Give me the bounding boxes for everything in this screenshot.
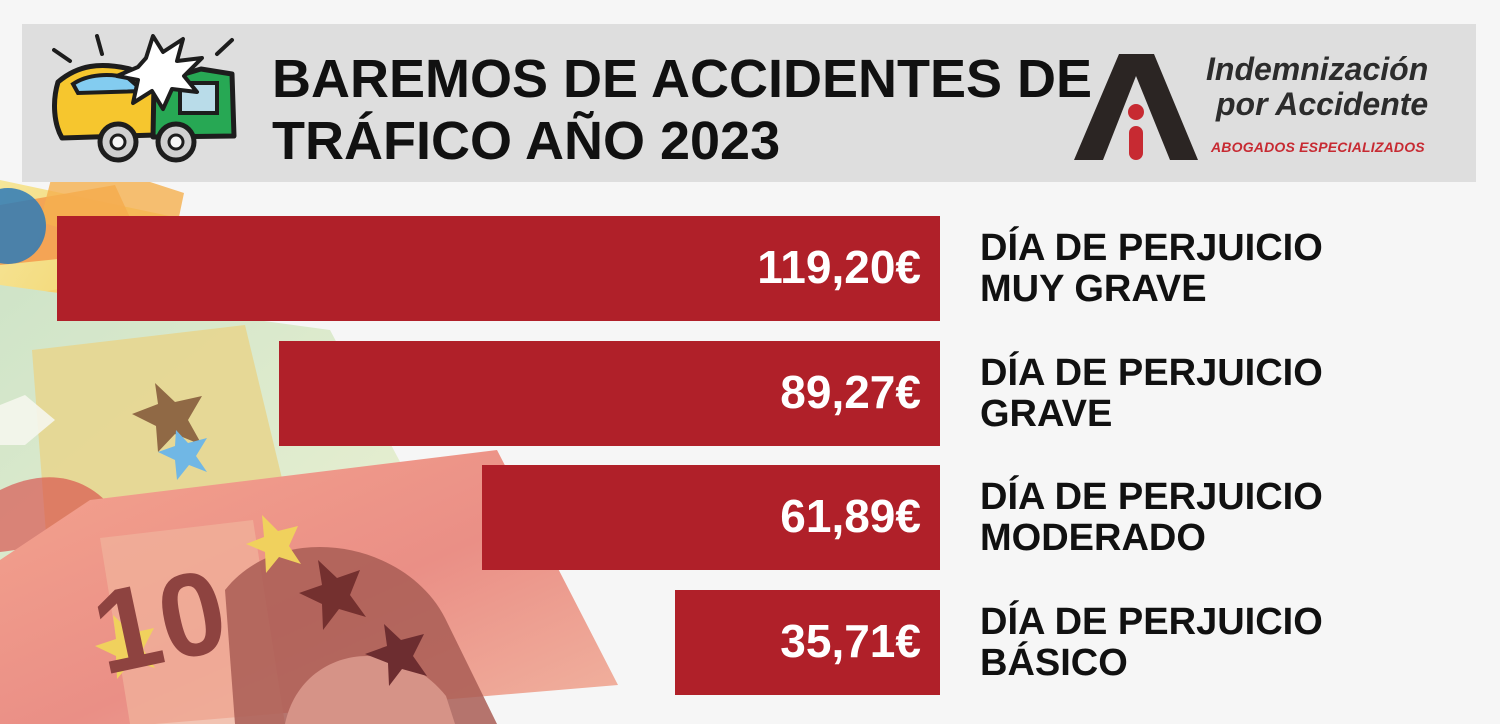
category-label-1-line-2: MUY GRAVE (980, 268, 1207, 310)
category-label-4: DÍA DE PERJUICIO BÁSICO (980, 600, 1400, 684)
category-label-3-line-1: DÍA DE PERJUICIO (980, 476, 1323, 518)
banknotes-background-image: 10 (0, 152, 618, 724)
category-label-4-line-2: BÁSICO (980, 641, 1128, 684)
category-label-3-line-2: MODERADO (980, 517, 1206, 559)
brand-logo-icon (1074, 54, 1198, 160)
header-panel (22, 24, 1476, 182)
category-label-4-line-1: DÍA DE PERJUICIO (980, 600, 1323, 643)
page-title-line-1: BAREMOS DE ACCIDENTES DE (272, 49, 1093, 109)
car-collision-icon (52, 34, 237, 163)
bar-value-label-3: 61,89€ (780, 490, 921, 542)
page-title: BAREMOS DE ACCIDENTES DE TRÁFICO AÑO 202… (272, 48, 1093, 172)
ten-euro-banknote: 10 (0, 450, 618, 724)
bar-value-label-1: 119,20€ (757, 241, 921, 293)
category-label-1-line-1: DÍA DE PERJUICIO (980, 227, 1323, 269)
category-label-1: DÍA DE PERJUICIO MUY GRAVE (980, 228, 1400, 310)
page-title-line-2: TRÁFICO AÑO 2023 (272, 111, 781, 171)
category-label-2: DÍA DE PERJUICIO GRAVE (980, 351, 1400, 435)
category-label-2-line-1: DÍA DE PERJUICIO (980, 351, 1323, 394)
brand-tagline: ABOGADOS ESPECIALIZADOS (1211, 139, 1425, 155)
brand-name: Indemnización por Accidente (1206, 52, 1458, 122)
brand-name-line-2: por Accidente (1216, 86, 1429, 122)
category-label-2-line-2: GRAVE (980, 392, 1113, 435)
bar-value-label-2: 89,27€ (780, 365, 921, 418)
bar-value-label-4: 35,71€ (780, 614, 921, 667)
bar-4: 35,71€ (675, 589, 940, 695)
category-label-3: DÍA DE PERJUICIO MODERADO (980, 477, 1400, 559)
brand-name-line-1: Indemnización (1206, 51, 1429, 87)
banknote-denomination: 10 (82, 544, 238, 700)
